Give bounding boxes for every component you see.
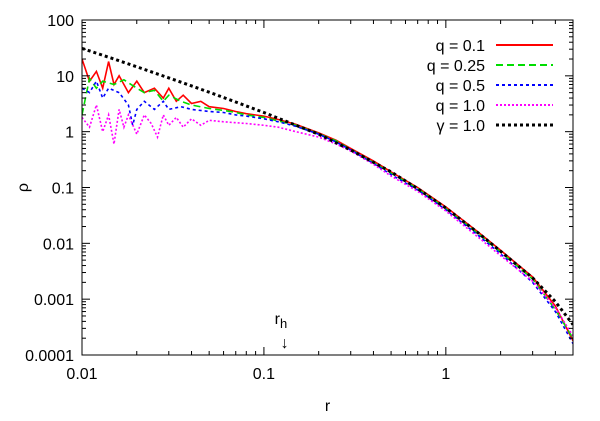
y-tick-label-2: 0.01 [43, 236, 74, 253]
y-tick-label-3: 0.1 [52, 181, 74, 198]
x-axis-title: r [325, 398, 331, 415]
legend-label-0: q = 0.1 [436, 38, 485, 55]
x-tick-label-0: 0.01 [66, 366, 97, 383]
series-line-3 [82, 101, 573, 337]
rh-annotation: rh ↓ [275, 311, 289, 352]
legend-label-4: γ = 1.0 [437, 118, 486, 135]
annotation-arrow: ↓ [281, 335, 289, 352]
annotation-label: rh [275, 311, 288, 331]
y-tick-label-4: 1 [65, 125, 74, 142]
y-tick-label-5: 10 [56, 69, 74, 86]
legend: q = 0.1 q = 0.25 q = 0.5 q = 1.0 γ = 1.0 [427, 38, 553, 135]
plot-frame [81, 19, 574, 356]
annotation-main: r [275, 311, 281, 328]
annotation-subscript: h [280, 316, 287, 331]
series-line-4 [82, 46, 573, 326]
y-tick-label-6: 100 [47, 13, 74, 30]
x-tick-label-2: 1 [441, 366, 450, 383]
y-tick-label-0: 0.0001 [25, 348, 74, 365]
legend-label-1: q = 0.25 [427, 58, 485, 75]
ticks-layer: 0.01 0.1 1 0.0001 0.001 0.01 0.1 1 10 100 [25, 13, 574, 383]
series-line-1 [82, 76, 573, 339]
series-line-0 [82, 58, 573, 342]
legend-label-2: q = 0.5 [436, 78, 485, 95]
series-line-2 [82, 79, 573, 344]
y-tick-label-1: 0.001 [34, 292, 74, 309]
legend-label-3: q = 1.0 [436, 98, 485, 115]
y-axis-title: ρ [15, 183, 32, 192]
x-tick-label-1: 0.1 [253, 366, 275, 383]
series-layer [82, 46, 573, 344]
